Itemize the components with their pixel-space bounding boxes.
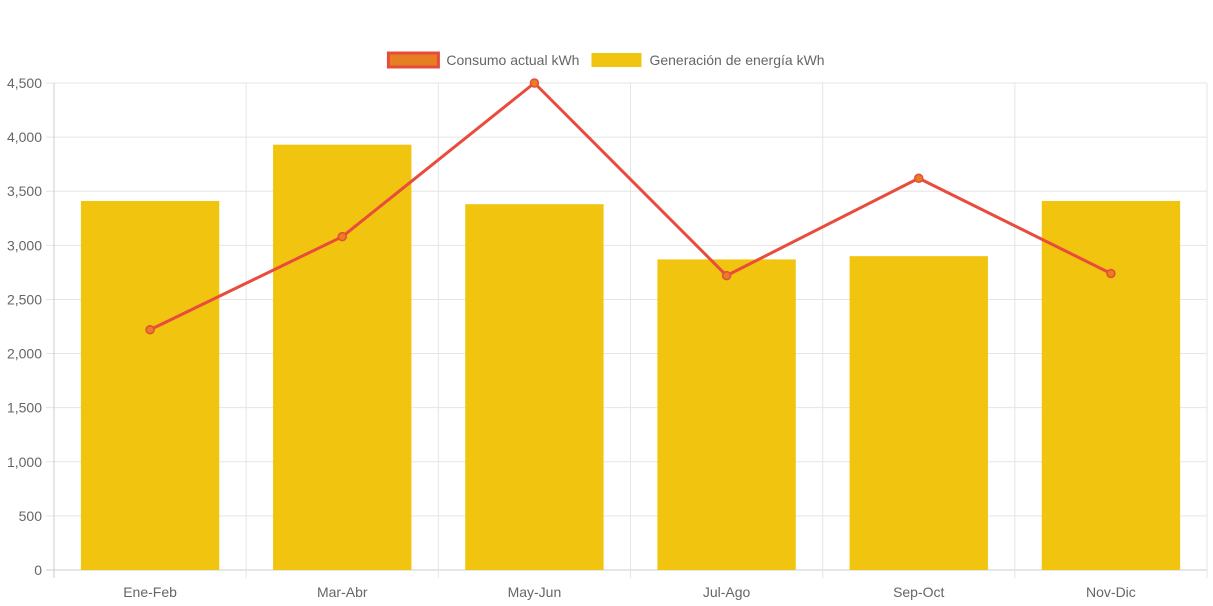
axes: 0 500 1,000 1,500 2,000 2,500 3,000 3,500 4,000 4… — [7, 75, 1136, 600]
bar — [80, 200, 220, 570]
y-tick-label: 1,500 — [7, 400, 42, 416]
y-tick-label: 3,500 — [7, 183, 42, 199]
y-tick-label: 500 — [19, 508, 43, 524]
legend[interactable]: Consumo actual kWh Generación de energía … — [386, 51, 825, 69]
legend-swatch — [591, 53, 642, 67]
x-tick-label: Sep-Oct — [893, 584, 944, 600]
bar — [273, 144, 412, 571]
line-point — [721, 270, 732, 281]
line-path — [149, 81, 1112, 332]
x-tick-label: May-Jun — [508, 584, 562, 600]
x-tick-label: Mar-Abr — [317, 584, 368, 600]
line-point — [1106, 268, 1116, 279]
bar — [1041, 200, 1181, 570]
legend-swatch — [386, 51, 440, 69]
y-tick-label: 1,000 — [7, 454, 42, 470]
x-tick-label: Ene-Feb — [123, 584, 177, 600]
line-series — [145, 78, 1116, 335]
x-tick-label: Nov-Dic — [1086, 584, 1136, 600]
legend-label: Consumo actual kWh — [446, 52, 579, 68]
y-tick-label: 0 — [34, 562, 42, 578]
bar — [465, 204, 604, 570]
line-point — [337, 231, 347, 242]
bar — [849, 256, 988, 570]
y-tick-label: 3,000 — [7, 237, 42, 253]
y-tick-label: 4,000 — [7, 129, 42, 145]
legend-item[interactable]: Consumo actual kWh — [386, 51, 579, 69]
y-tick-label: 2,000 — [7, 346, 42, 362]
bar-series — [80, 144, 1181, 571]
legend-label: Generación de energía kWh — [649, 52, 824, 68]
y-tick-label: 4,500 — [7, 75, 42, 91]
y-tick-label: 2,500 — [7, 291, 42, 307]
line-point — [145, 324, 155, 335]
grid-lines — [46, 82, 1208, 578]
legend-item[interactable]: Generación de energía kWh — [591, 52, 825, 68]
bar — [657, 259, 796, 570]
x-tick-label: Jul-Ago — [703, 584, 751, 600]
line-point — [914, 173, 924, 183]
line-point — [529, 78, 540, 88]
